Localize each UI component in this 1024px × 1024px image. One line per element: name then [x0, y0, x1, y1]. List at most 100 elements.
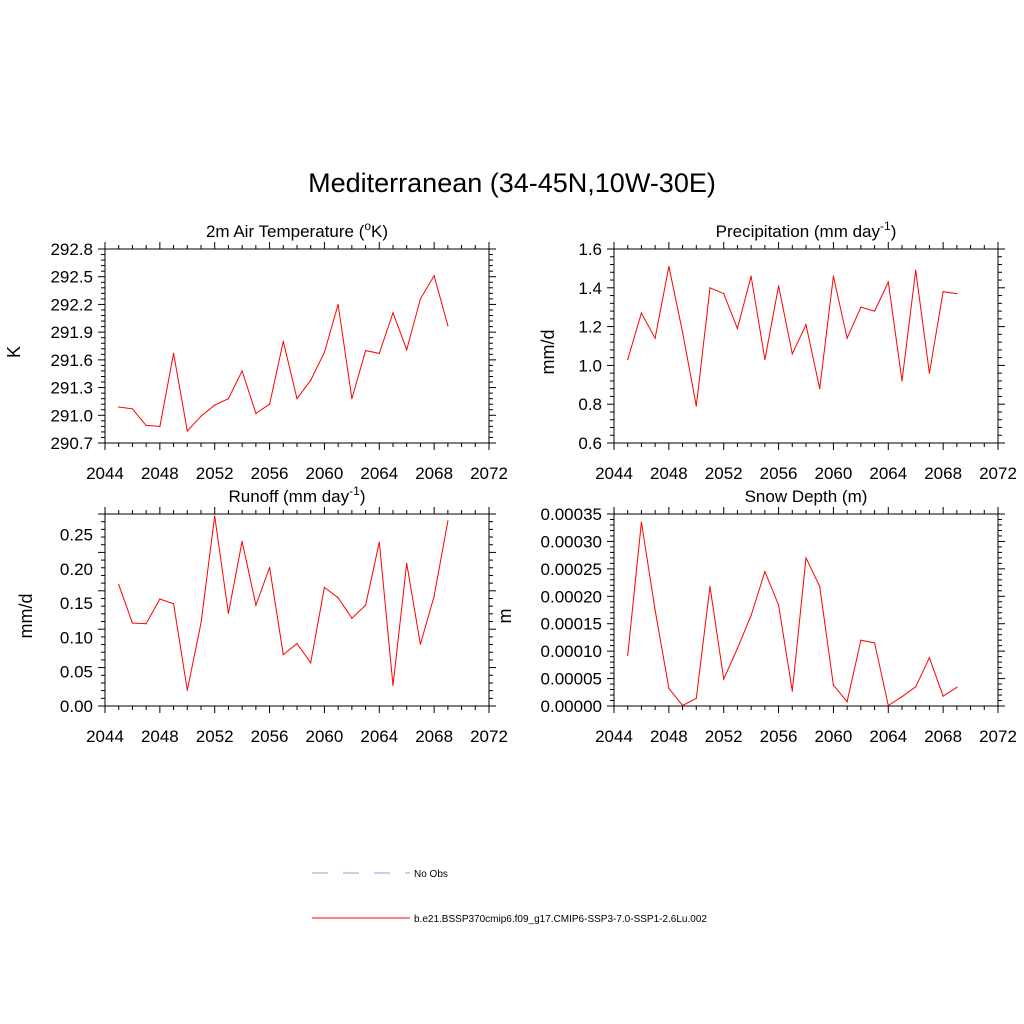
data-point — [447, 520, 449, 522]
y-tick-label: 0.00020 — [541, 587, 602, 606]
series-line — [627, 522, 958, 707]
y-tick-label: 291.9 — [50, 323, 93, 342]
x-tick-label: 2052 — [705, 464, 743, 483]
data-point — [860, 306, 862, 308]
data-point — [419, 298, 422, 300]
data-point — [928, 657, 931, 659]
x-tick-label: 2072 — [979, 727, 1017, 746]
data-point — [406, 349, 408, 351]
x-tick-label: 2048 — [650, 727, 688, 746]
x-tick-label: 2048 — [650, 464, 688, 483]
data-point — [819, 585, 821, 588]
data-point — [227, 612, 230, 615]
y-tick-label: 0.15 — [60, 594, 93, 613]
x-tick-label: 2056 — [760, 464, 798, 483]
data-point — [392, 684, 394, 687]
data-point — [627, 358, 629, 361]
x-tick-label: 2068 — [924, 727, 962, 746]
data-point — [873, 310, 876, 312]
data-point — [860, 639, 862, 641]
y-tick-label: 0.00000 — [541, 697, 602, 716]
data-point — [364, 350, 367, 352]
y-tick-label: 0.20 — [60, 560, 93, 579]
data-point — [901, 696, 903, 698]
data-point — [214, 515, 216, 517]
figure-title: Mediterranean (34-45N,10W-30E) — [308, 168, 716, 198]
data-point — [654, 337, 656, 339]
data-point — [118, 584, 120, 586]
data-point — [901, 380, 903, 382]
plot-frame — [104, 513, 490, 707]
data-point — [351, 617, 353, 619]
chart-panel-3: 2044 2048 2052 2056 2060 2064 2068 2072 0.00 0.05… — [16, 484, 508, 746]
x-tick-label: 2072 — [470, 727, 508, 746]
data-point — [378, 352, 380, 354]
y-tick-label: 0.25 — [60, 526, 93, 545]
data-point — [433, 275, 435, 277]
data-point — [323, 351, 326, 354]
data-point — [640, 312, 643, 314]
data-point — [118, 406, 120, 408]
data-point — [186, 689, 188, 691]
x-tick-label: 2064 — [869, 727, 907, 746]
data-point — [351, 398, 353, 400]
x-tick-label: 2044 — [595, 464, 633, 483]
data-point — [681, 704, 684, 707]
data-point — [131, 408, 134, 410]
x-tick-label: 2068 — [415, 727, 453, 746]
legend-label: No Obs — [414, 869, 448, 880]
data-point — [873, 642, 876, 644]
y-tick-label: 0.00025 — [541, 560, 602, 579]
data-point — [887, 704, 889, 707]
data-point — [956, 686, 958, 688]
x-tick-label: 2060 — [306, 727, 344, 746]
data-point — [805, 557, 807, 559]
x-tick-label: 2056 — [760, 727, 798, 746]
x-tick-label: 2064 — [360, 727, 398, 746]
panel-title: Precipitation (mm day-1) — [716, 219, 897, 241]
data-point — [364, 604, 367, 606]
data-point — [942, 291, 944, 293]
data-point — [791, 690, 793, 692]
y-tick-label: 290.7 — [50, 434, 93, 453]
data-point — [695, 697, 697, 699]
x-tick-label: 2060 — [306, 464, 344, 483]
y-tick-label: 292.2 — [50, 295, 93, 314]
data-point — [791, 353, 793, 355]
y-axis-label: K — [4, 346, 24, 358]
data-point — [227, 398, 230, 400]
data-point — [433, 595, 435, 597]
data-point — [447, 325, 449, 327]
x-tick-label: 2048 — [141, 464, 179, 483]
data-point — [723, 293, 725, 295]
data-point — [268, 566, 271, 569]
plot-frame — [613, 513, 999, 707]
data-point — [200, 622, 202, 624]
y-axis-label: m — [495, 609, 515, 624]
data-point — [159, 598, 161, 600]
data-point — [750, 275, 752, 277]
data-point — [378, 541, 380, 543]
x-tick-label: 2044 — [86, 727, 124, 746]
y-tick-label: 291.0 — [50, 406, 93, 425]
x-tick-label: 2044 — [595, 727, 633, 746]
data-point — [337, 303, 339, 306]
chart-panel-2: 2044 2048 2052 2056 2060 2064 2068 2072 0.6 0.8 1.… — [538, 219, 1017, 483]
data-point — [214, 404, 216, 406]
y-tick-label: 291.3 — [50, 379, 93, 398]
data-point — [200, 415, 202, 417]
x-tick-label: 2056 — [251, 727, 289, 746]
data-point — [255, 604, 257, 606]
data-point — [887, 281, 889, 283]
data-point — [296, 398, 298, 400]
chart-panel-1: 2044 2048 2052 2056 2060 2064 2068 2072 290.7 291… — [4, 219, 508, 483]
data-point — [323, 586, 326, 588]
data-point — [695, 405, 697, 407]
data-point — [419, 643, 422, 645]
data-point — [172, 603, 175, 605]
data-point — [172, 352, 175, 354]
x-tick-label: 2056 — [251, 464, 289, 483]
data-point — [723, 678, 725, 680]
data-point — [654, 609, 656, 611]
